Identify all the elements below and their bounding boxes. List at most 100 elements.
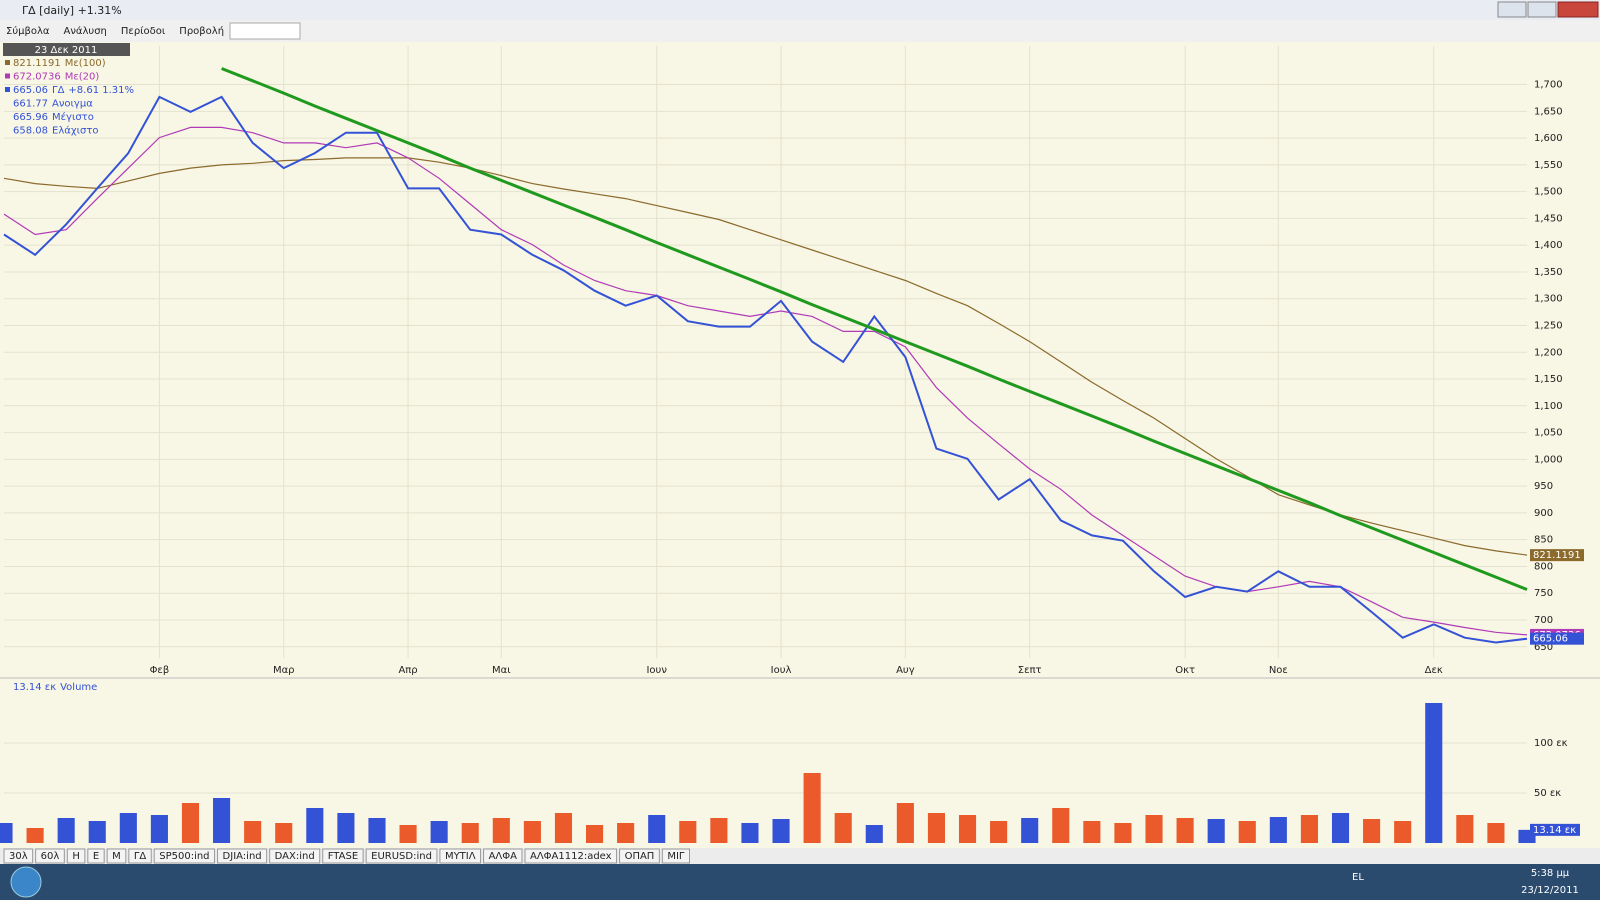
ohlc-value: 661.77 bbox=[13, 99, 48, 110]
volume-legend: 13.14 εκ Volume bbox=[13, 682, 97, 693]
window-title: ΓΔ [daily] +1.31% bbox=[22, 4, 122, 17]
legend-swatch bbox=[5, 73, 10, 79]
y-tick-label: 750 bbox=[1534, 588, 1553, 599]
menu-item[interactable]: Περίοδοι bbox=[121, 25, 166, 37]
x-tick-label: Ιουν bbox=[646, 665, 667, 676]
x-tick-label: Οκτ bbox=[1175, 665, 1195, 676]
tab[interactable]: ΜΥΤΙΛ bbox=[439, 848, 482, 864]
start-button[interactable] bbox=[10, 866, 42, 898]
tab-label: ΓΔ bbox=[134, 851, 147, 862]
volume-bar bbox=[1021, 818, 1039, 843]
ohlc-label: Μέγιστο bbox=[52, 111, 94, 123]
volume-bar bbox=[710, 818, 728, 843]
tab[interactable]: ΜΙΓ bbox=[661, 848, 690, 864]
taskbar-time: 5:38 μμ bbox=[1531, 868, 1570, 879]
tab-label: SP500:ind bbox=[159, 851, 209, 862]
x-tick-label: Μαι bbox=[492, 665, 511, 676]
close-button[interactable] bbox=[1557, 1, 1599, 18]
volume-legend-value: 13.14 εκ bbox=[13, 682, 56, 693]
tab[interactable]: 30λ bbox=[3, 848, 34, 864]
price-tag-label: 665.06 bbox=[1533, 634, 1568, 645]
legend-swatch bbox=[5, 60, 10, 65]
volume-bar bbox=[399, 825, 417, 843]
ohlc-value: 658.08 bbox=[13, 126, 48, 137]
tab-box bbox=[35, 848, 65, 864]
menu-bar bbox=[0, 20, 1600, 42]
y-tick-label: 1,550 bbox=[1534, 160, 1563, 171]
y-tick-label: 1,150 bbox=[1534, 374, 1563, 385]
menu-item[interactable]: Σύμβολα bbox=[6, 25, 50, 37]
tab[interactable]: SP500:ind bbox=[153, 848, 216, 864]
tab-box bbox=[365, 848, 438, 864]
volume-bar bbox=[554, 813, 573, 843]
tab[interactable]: Μ bbox=[106, 848, 127, 864]
x-tick-label: Σεπτ bbox=[1018, 665, 1042, 676]
price-tag bbox=[1530, 632, 1584, 645]
volume-bar bbox=[337, 813, 355, 843]
volume-bar bbox=[896, 803, 914, 843]
tab-box bbox=[483, 848, 523, 864]
legend-entry: 821.1191 Με(100) bbox=[13, 58, 106, 69]
volume-bar bbox=[834, 813, 852, 843]
minimize-button[interactable] bbox=[1497, 1, 1527, 18]
y-tick-label: 1,300 bbox=[1534, 294, 1563, 305]
x-tick-label: Απρ bbox=[398, 665, 417, 676]
tab-box bbox=[619, 848, 660, 864]
chart-area bbox=[0, 42, 1600, 848]
volume-tag-label: 13.14 εκ bbox=[1533, 825, 1576, 836]
y-tick-label: 1,400 bbox=[1534, 240, 1563, 251]
tab[interactable]: ΑΛΦΑ1112:adex bbox=[524, 848, 618, 864]
tab-box bbox=[322, 848, 364, 864]
tab[interactable]: ΑΛΦΑ bbox=[483, 848, 523, 864]
menu-item[interactable]: Προβολή bbox=[179, 25, 224, 37]
legend-value: 665.06 bbox=[13, 85, 48, 96]
tab-box bbox=[661, 848, 690, 864]
menu-item[interactable]: Ανάλυση bbox=[63, 25, 106, 37]
tab-label: Ε bbox=[93, 851, 99, 862]
volume-bar bbox=[213, 798, 231, 843]
tab[interactable]: ΓΔ bbox=[128, 848, 152, 864]
maximize-button[interactable] bbox=[1527, 1, 1557, 18]
tab[interactable]: EURUSD:ind bbox=[365, 848, 438, 864]
y-tick-label: 850 bbox=[1534, 535, 1553, 546]
volume-bar bbox=[1207, 819, 1225, 843]
y-tick-label: 1,050 bbox=[1534, 428, 1563, 439]
tab[interactable]: Ε bbox=[87, 848, 105, 864]
tab[interactable]: FTASE bbox=[322, 848, 364, 864]
taskbar-date: 23/12/2011 bbox=[1521, 885, 1579, 896]
tab-box bbox=[269, 848, 321, 864]
tab-box bbox=[217, 848, 268, 864]
tab[interactable]: ΟΠΑΠ bbox=[619, 848, 660, 864]
tab-box bbox=[524, 848, 618, 864]
tab[interactable]: 60λ bbox=[35, 848, 65, 864]
volume-bar bbox=[0, 823, 13, 843]
ohlc-label: Ανοιγμα bbox=[52, 99, 93, 110]
tab-label: ΜΥΤΙΛ bbox=[445, 851, 476, 862]
volume-bar bbox=[181, 803, 200, 843]
tab-label: Μ bbox=[112, 851, 121, 862]
tab[interactable]: DJIA:ind bbox=[217, 848, 268, 864]
volume-bar bbox=[88, 821, 106, 843]
x-tick-label: Αυγ bbox=[896, 665, 915, 676]
ohlc-entry: 658.08 Ελάχιστο bbox=[13, 125, 98, 137]
tab-label: ΑΛΦΑ bbox=[489, 851, 518, 862]
x-tick-label: Μαρ bbox=[273, 665, 295, 676]
volume-bar bbox=[741, 823, 759, 843]
date-label: 23 Δεκ 2011 bbox=[35, 45, 98, 56]
tab[interactable]: DAX:ind bbox=[269, 848, 321, 864]
volume-bar bbox=[1331, 813, 1350, 843]
volume-bar bbox=[1114, 823, 1132, 843]
title-bar bbox=[0, 0, 1600, 20]
volume-bar bbox=[492, 818, 510, 843]
legend-swatch bbox=[5, 87, 10, 92]
ohlc-value: 665.96 bbox=[13, 112, 48, 123]
tab-label: EURUSD:ind bbox=[371, 851, 432, 862]
tab[interactable]: Η bbox=[66, 848, 86, 864]
volume-bar bbox=[1425, 703, 1443, 843]
x-tick-label: Δεκ bbox=[1425, 665, 1443, 676]
y-tick-label: 100 εκ bbox=[1534, 738, 1568, 749]
y-tick-label: 50 εκ bbox=[1534, 788, 1561, 799]
symbol-input[interactable] bbox=[229, 22, 301, 40]
